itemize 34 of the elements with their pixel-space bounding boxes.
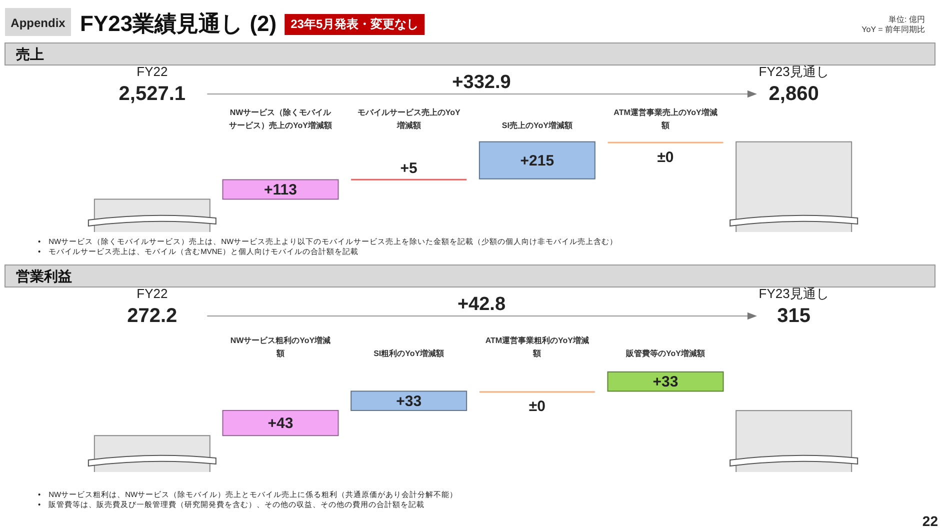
data-label: 2,860 (768, 83, 819, 105)
text: +42.8 (457, 294, 506, 315)
category-label: FY23見通し (758, 286, 829, 301)
data-label: +33 (396, 392, 422, 410)
category-label: FY23見通し (758, 64, 829, 79)
category-label: NWサービス（除くモバイルサービス）売上のYoY増減額 (229, 108, 332, 130)
text: +332.9 (452, 72, 511, 93)
data-label: 315 (777, 305, 811, 327)
data-label: 272.2 (127, 305, 178, 327)
category-label: モバイルサービス売上のYoY増減額 (357, 108, 461, 130)
data-label: 2,527.1 (118, 83, 186, 105)
category-label: NWサービス粗利のYoY増減額 (230, 335, 331, 358)
category-label: SI売上のYoY増減額 (502, 120, 572, 130)
category-label: ATM運営事業粗利のYoY増減額 (485, 335, 590, 358)
data-label: +113 (264, 181, 297, 198)
text: 23年5月発表・変更なし (290, 17, 419, 31)
text: 売上 (16, 46, 44, 62)
text: 22 (922, 513, 938, 529)
data-label: +33 (652, 374, 678, 391)
data-label: +43 (268, 415, 294, 432)
text: Appendix (10, 16, 66, 30)
category-label: SI粗利のYoY増減額 (374, 348, 444, 358)
data-label: +215 (520, 152, 554, 170)
text: 営業利益 (16, 268, 72, 284)
text: FY23業績見通し (2) (80, 11, 277, 36)
category-label: 販管費等のYoY増減額 (625, 348, 705, 358)
category-label: ATM運営事業売上のYoY増減額 (614, 107, 718, 130)
category-label: FY22 (136, 286, 168, 301)
text: 単位: 億円 (888, 15, 925, 24)
data-label: ±0 (528, 398, 546, 416)
category-label: FY22 (136, 64, 168, 79)
data-label: +5 (400, 160, 418, 177)
data-label: ±0 (657, 148, 674, 166)
text: YoY = 前年同期比 (862, 25, 925, 34)
